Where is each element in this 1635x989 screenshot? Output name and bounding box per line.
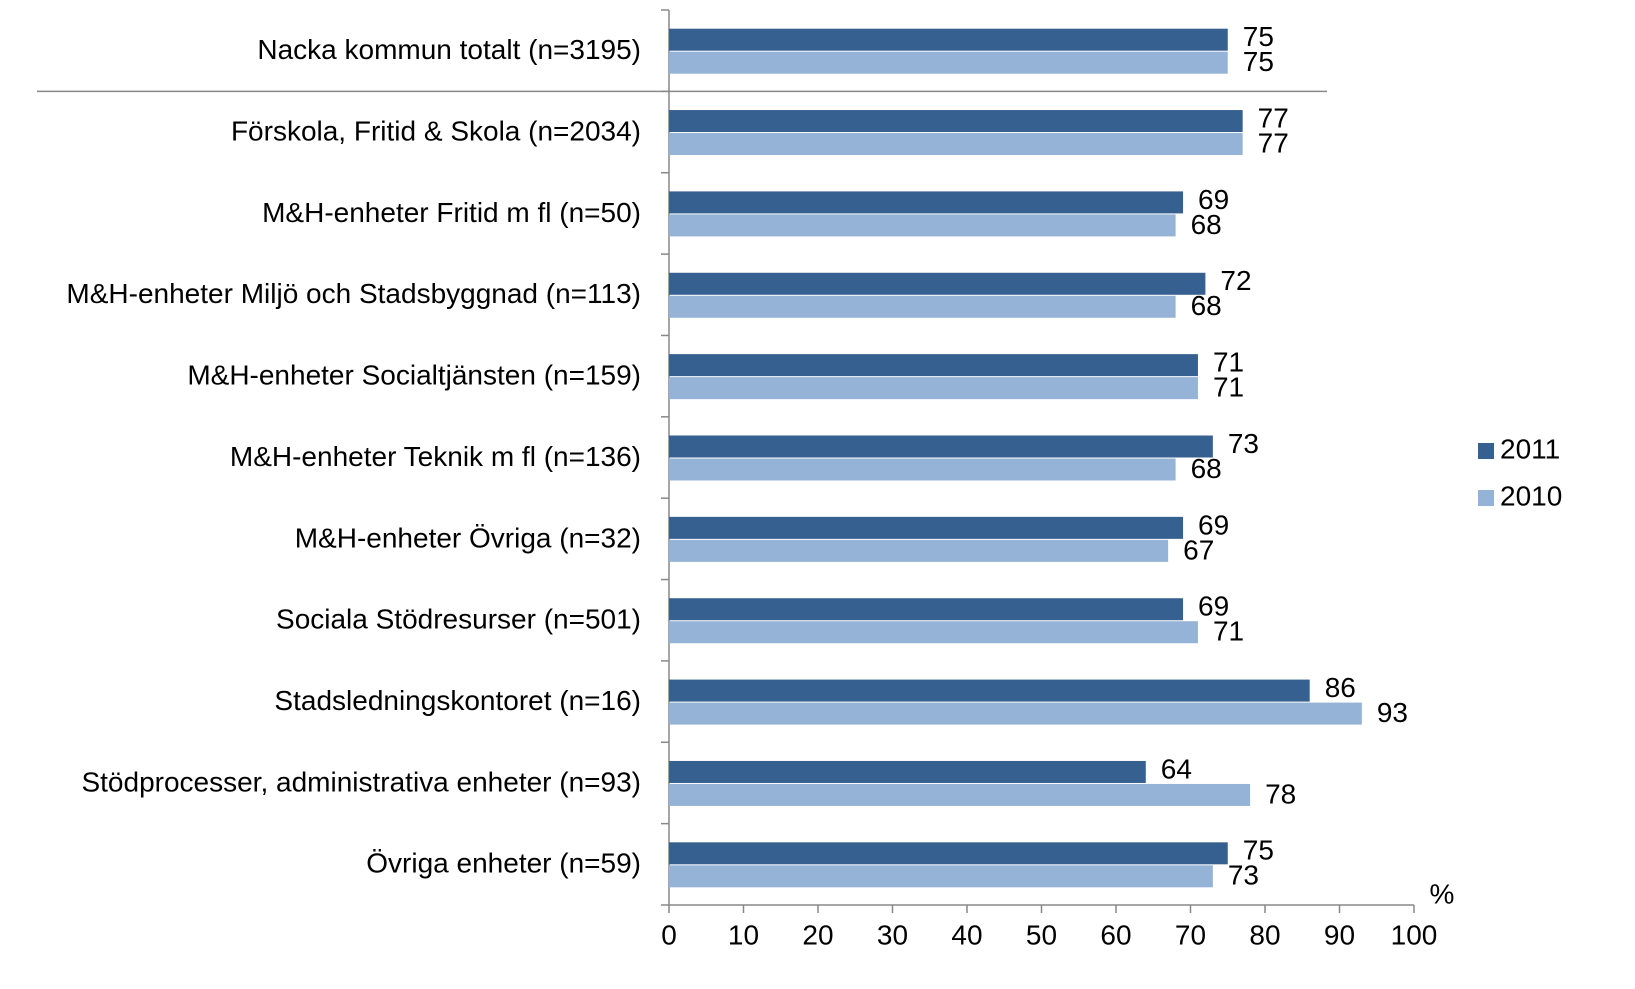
bar: [669, 133, 1243, 156]
bar: [669, 516, 1184, 539]
bar: [669, 51, 1228, 74]
data-label: 67: [1183, 534, 1214, 565]
data-label: 69: [1198, 509, 1229, 540]
bar: [669, 435, 1213, 458]
data-label: 73: [1228, 860, 1259, 891]
legend-label: 2010: [1500, 480, 1562, 511]
data-label: 71: [1213, 372, 1244, 403]
data-label: 93: [1377, 697, 1408, 728]
data-label: 64: [1161, 753, 1192, 784]
data-label: 71: [1213, 616, 1244, 647]
data-label: 86: [1325, 672, 1356, 703]
legend-swatch: [1478, 443, 1494, 459]
x-tick-label: 90: [1324, 919, 1355, 950]
bar: [669, 865, 1213, 888]
category-label: Stadsledningskontoret (n=16): [274, 685, 641, 716]
x-tick-label: 30: [877, 919, 908, 950]
category-label: M&H-enheter Miljö och Stadsbyggnad (n=11…: [66, 278, 641, 309]
data-label: 77: [1258, 127, 1289, 158]
bar: [669, 842, 1228, 865]
bar: [669, 760, 1146, 783]
data-label: 75: [1243, 21, 1274, 52]
bar: [669, 783, 1251, 806]
data-label: 75: [1243, 46, 1274, 77]
category-label: Övriga enheter (n=59): [366, 848, 641, 879]
data-label: 68: [1191, 290, 1222, 321]
x-tick-label: 10: [728, 919, 759, 950]
bar: [669, 621, 1198, 644]
category-label: M&H-enheter Teknik m fl (n=136): [230, 441, 641, 472]
bar: [669, 598, 1184, 621]
data-label: 73: [1228, 428, 1259, 459]
bar: [669, 214, 1176, 237]
data-label: 77: [1258, 102, 1289, 133]
data-label: 69: [1198, 591, 1229, 622]
data-label: 78: [1265, 778, 1296, 809]
category-label: Stödprocesser, administrativa enheter (n…: [81, 766, 641, 797]
bar: [669, 191, 1184, 214]
bar: [669, 539, 1169, 562]
legend-swatch: [1478, 490, 1494, 506]
x-tick-label: 0: [661, 919, 677, 950]
data-label: 71: [1213, 347, 1244, 378]
category-label: Förskola, Fritid & Skola (n=2034): [231, 115, 641, 146]
bar: [669, 458, 1176, 481]
data-label: 72: [1220, 265, 1251, 296]
bar: [669, 377, 1198, 400]
data-label: 69: [1198, 184, 1229, 215]
x-tick-label: 70: [1175, 919, 1206, 950]
data-label: 75: [1243, 835, 1274, 866]
bar: [669, 679, 1310, 702]
legend-label: 2011: [1500, 433, 1560, 464]
x-tick-label: 40: [951, 919, 982, 950]
bar: [669, 354, 1198, 377]
x-tick-label: 20: [802, 919, 833, 950]
x-tick-label: 80: [1249, 919, 1280, 950]
data-label: 68: [1191, 453, 1222, 484]
category-label: M&H-enheter Socialtjänsten (n=159): [187, 360, 641, 391]
x-axis-label: %: [1430, 878, 1455, 909]
bar: [669, 28, 1228, 51]
bar: [669, 110, 1243, 133]
category-label: M&H-enheter Övriga (n=32): [295, 522, 641, 553]
bar: [669, 272, 1206, 295]
category-label: M&H-enheter Fritid m fl (n=50): [262, 197, 641, 228]
x-tick-label: 50: [1026, 919, 1057, 950]
x-tick-label: 60: [1100, 919, 1131, 950]
data-label: 68: [1191, 209, 1222, 240]
bar: [669, 702, 1362, 725]
category-label: Sociala Stödresurser (n=501): [276, 604, 641, 635]
category-label: Nacka kommun totalt (n=3195): [257, 34, 641, 65]
bar: [669, 295, 1176, 318]
x-tick-label: 100: [1391, 919, 1438, 950]
